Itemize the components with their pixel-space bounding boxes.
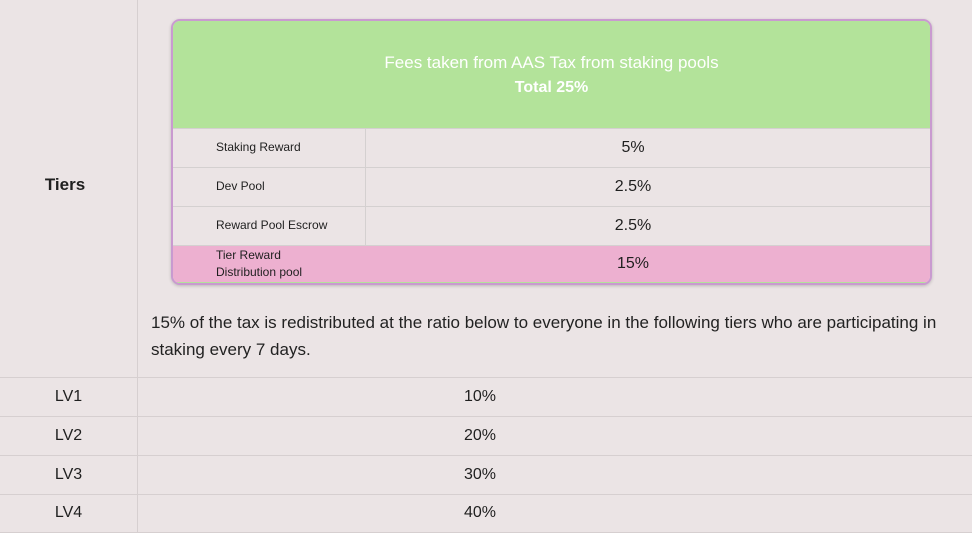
fee-row: Reward Pool Escrow 2.5% [173,207,930,246]
fee-row: Staking Reward 5% [173,129,930,168]
tiers-label: Tiers [44,175,86,194]
fee-row-value: 15% [616,255,650,272]
level-value: 10% [463,388,497,405]
fees-table-header: Fees taken from AAS Tax from staking poo… [173,21,930,129]
fee-row-name: Staking Reward [173,129,366,167]
level-value: 20% [463,427,497,444]
redistribution-description: 15% of the tax is redistributed at the r… [151,313,937,359]
level-value: 30% [463,466,497,483]
level-row: LV4 40% [0,494,972,533]
fee-row: Dev Pool 2.5% [173,168,930,207]
level-row: LV1 10% [0,378,972,417]
fee-row-name: Reward Pool Escrow [173,207,366,245]
level-name: LV3 [0,456,138,494]
fee-row-name: Dev Pool [173,168,366,206]
fee-row-name: Tier Reward Distribution pool [216,247,303,279]
level-name: LV1 [0,378,138,416]
fees-table-card: Fees taken from AAS Tax from staking poo… [171,19,932,285]
level-row: LV3 30% [0,456,972,495]
level-name: LV2 [0,417,138,455]
tiers-section: Tiers Fees taken from AAS Tax from staki… [0,0,972,378]
fee-row-value: 2.5% [614,217,652,234]
level-value: 40% [463,504,497,521]
fee-row-value: 2.5% [614,178,652,195]
fee-row-value: 5% [621,139,645,156]
level-name: LV4 [0,494,138,532]
level-row: LV2 20% [0,417,972,456]
fee-row-highlighted: Tier Reward Distribution pool 15% [173,246,930,283]
fees-table-total: Total 25% [514,78,589,96]
fees-table-title: Fees taken from AAS Tax from staking poo… [384,52,719,72]
tiers-header-cell: Tiers [0,0,138,377]
